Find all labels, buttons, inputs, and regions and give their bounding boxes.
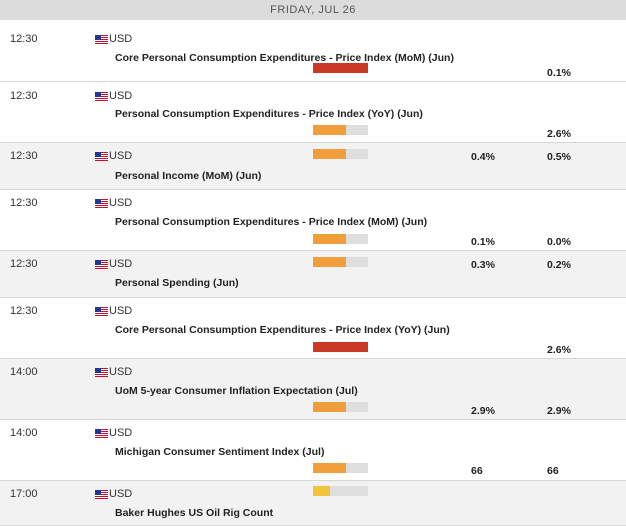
event-row[interactable]: 12:30 USD Personal Consumption Expenditure… [0, 190, 626, 251]
event-currency: USD [95, 33, 132, 45]
impact-bar [313, 402, 368, 412]
impact-fill-medium [313, 234, 346, 244]
currency-code: USD [109, 90, 133, 102]
currency-code: USD [109, 427, 133, 439]
impact-fill-medium [313, 149, 346, 159]
event-time: 12:30 [10, 305, 38, 317]
impact-bar [313, 234, 368, 244]
consensus-value: 0.2% [547, 259, 571, 271]
previous-value: 0.1% [471, 236, 495, 248]
impact-fill-high [313, 342, 368, 352]
date-header: FRIDAY, JUL 26 [0, 0, 626, 20]
event-row[interactable]: 12:30 USD Personal Consumption Expenditure… [0, 82, 626, 143]
impact-bar [313, 342, 368, 352]
us-flag-icon [95, 489, 108, 499]
currency-code: USD [109, 33, 133, 45]
impact-fill-high [313, 63, 368, 73]
event-time: 12:30 [10, 33, 38, 45]
event-title[interactable]: Michigan Consumer Sentiment Index (Jul) [115, 446, 325, 458]
impact-bar [313, 149, 368, 159]
event-currency: USD [95, 197, 132, 209]
impact-fill-medium [313, 402, 346, 412]
event-time: 12:30 [10, 90, 38, 102]
impact-bar [313, 125, 368, 135]
event-title[interactable]: Core Personal Consumption Expenditures -… [115, 324, 450, 336]
consensus-value: 0.1% [547, 67, 571, 79]
event-title[interactable]: Personal Spending (Jun) [115, 277, 239, 289]
currency-code: USD [109, 150, 133, 162]
consensus-value: 2.9% [547, 405, 571, 417]
us-flag-icon [95, 198, 108, 208]
event-row[interactable]: 14:00 USD UoM 5-year Consumer Inflation Ex… [0, 359, 626, 420]
event-row[interactable]: 14:00 USD Michigan Consumer Sentiment Inde… [0, 420, 626, 481]
us-flag-icon [95, 91, 108, 101]
impact-bar [313, 463, 368, 473]
currency-code: USD [109, 258, 133, 270]
event-currency: USD [95, 488, 132, 500]
impact-fill-medium [313, 125, 346, 135]
impact-bar [313, 257, 368, 267]
impact-bar [313, 63, 368, 73]
consensus-value: 0.5% [547, 151, 571, 163]
impact-fill-medium [313, 257, 346, 267]
event-currency: USD [95, 305, 132, 317]
us-flag-icon [95, 306, 108, 316]
currency-code: USD [109, 305, 133, 317]
impact-bar [313, 486, 368, 496]
us-flag-icon [95, 428, 108, 438]
event-currency: USD [95, 427, 132, 439]
event-row[interactable]: 12:30 USD Core Personal Consumption Expend… [0, 298, 626, 359]
consensus-value: 2.6% [547, 128, 571, 140]
event-title[interactable]: Baker Hughes US Oil Rig Count [115, 507, 274, 519]
event-currency: USD [95, 258, 132, 270]
event-title[interactable]: Personal Consumption Expenditures - Pric… [115, 216, 428, 228]
event-time: 14:00 [10, 366, 38, 378]
event-time: 17:00 [10, 488, 38, 500]
impact-fill-medium [313, 463, 346, 473]
previous-value: 2.9% [471, 405, 495, 417]
event-currency: USD [95, 150, 132, 162]
event-title[interactable]: Personal Consumption Expenditures - Pric… [115, 108, 423, 120]
event-row[interactable]: 12:30 USD Core Personal Consumption Expend… [0, 20, 626, 82]
currency-code: USD [109, 488, 133, 500]
currency-code: USD [109, 366, 133, 378]
impact-fill-low [313, 486, 330, 496]
previous-value: 0.4% [471, 151, 495, 163]
event-currency: USD [95, 366, 132, 378]
event-currency: USD [95, 90, 132, 102]
event-title[interactable]: Core Personal Consumption Expenditures -… [115, 52, 454, 64]
us-flag-icon [95, 259, 108, 269]
consensus-value: 66 [547, 465, 559, 477]
event-row[interactable]: 12:30 USD Personal Income (MoM) (Jun) 0.4% 0… [0, 143, 626, 190]
us-flag-icon [95, 34, 108, 44]
consensus-value: 0.0% [547, 236, 571, 248]
event-time: 12:30 [10, 258, 38, 270]
previous-value: 66 [471, 465, 483, 477]
currency-code: USD [109, 197, 133, 209]
event-time: 12:30 [10, 150, 38, 162]
event-title[interactable]: UoM 5-year Consumer Inflation Expectatio… [115, 385, 358, 397]
event-row[interactable]: 17:00 USD Baker Hughes US Oil Rig Count [0, 481, 626, 526]
previous-value: 0.3% [471, 259, 495, 271]
us-flag-icon [95, 367, 108, 377]
event-title[interactable]: Personal Income (MoM) (Jun) [115, 170, 262, 182]
event-row[interactable]: 12:30 USD Personal Spending (Jun) 0.3% 0.2% [0, 251, 626, 298]
us-flag-icon [95, 151, 108, 161]
event-time: 12:30 [10, 197, 38, 209]
event-time: 14:00 [10, 427, 38, 439]
consensus-value: 2.6% [547, 344, 571, 356]
